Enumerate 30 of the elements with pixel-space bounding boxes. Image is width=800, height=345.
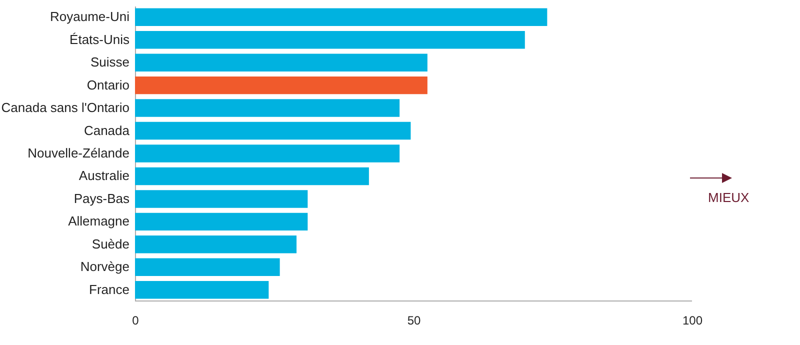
y-tick-label: Canada xyxy=(84,122,130,138)
y-tick-label: Pays-Bas xyxy=(74,190,130,206)
y-tick-label: Canada sans l'Ontario xyxy=(1,100,130,116)
bar xyxy=(135,144,400,162)
bar xyxy=(135,99,400,117)
bar xyxy=(135,281,269,299)
y-tick-label: France xyxy=(89,282,130,297)
y-tick-label: Allemagne xyxy=(68,214,130,229)
y-tick-label: Suède xyxy=(92,236,130,252)
bar xyxy=(135,8,548,26)
y-tick-label: Suisse xyxy=(90,54,130,70)
bar xyxy=(135,122,411,140)
bar xyxy=(135,236,297,254)
bar xyxy=(135,258,280,276)
y-tick-label: Australie xyxy=(78,168,130,184)
x-tick-label: 100 xyxy=(682,314,703,328)
bar xyxy=(135,167,369,186)
bar xyxy=(135,54,428,72)
x-tick-label: 0 xyxy=(132,314,140,328)
y-tick-label: Nouvelle-Zélande xyxy=(28,146,130,160)
y-tick-label: Royaume-Uni xyxy=(50,9,130,24)
bar xyxy=(135,76,428,94)
bar xyxy=(135,212,308,231)
text: MIEUX xyxy=(708,190,750,205)
y-tick-label: Ontario xyxy=(86,77,130,92)
y-tick-label: États-Unis xyxy=(70,32,130,47)
bar xyxy=(135,190,308,208)
y-tick-label: Norvège xyxy=(80,259,130,274)
bar xyxy=(135,31,525,49)
x-tick-label: 50 xyxy=(407,314,421,328)
